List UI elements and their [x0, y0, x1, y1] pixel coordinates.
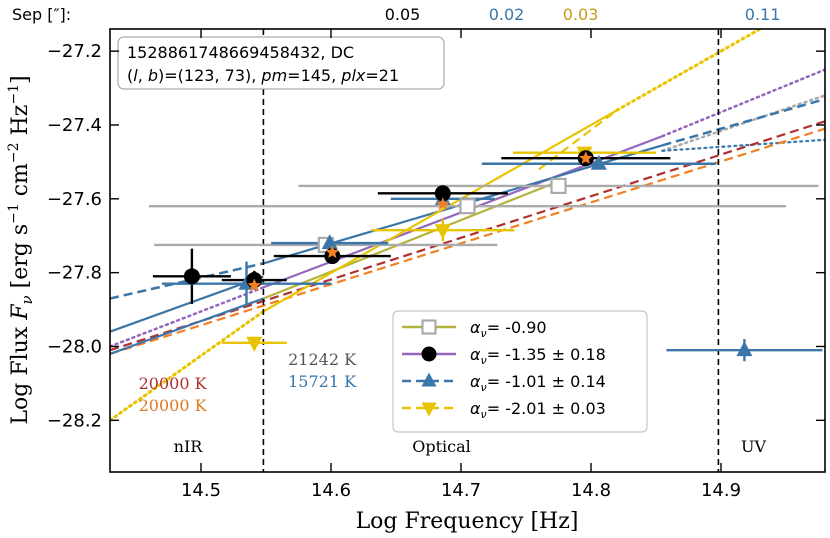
temperature-label-3: 21242 K [288, 350, 357, 369]
plot-frame [109, 28, 826, 473]
y-axis-ticks: −27.2 −27.4 −27.6 −27.8 −28.0 −28.2 [47, 41, 825, 431]
region-label-uv: UV [741, 437, 766, 456]
x-tick-label-2: 14.7 [441, 480, 481, 501]
info-box: 1528861748669458432, DC (l, b)=(123, 73)… [117, 36, 445, 90]
black-point-0 [183, 268, 200, 285]
fit-line-orange-dashed [110, 127, 825, 355]
region-label-optical: Optical [412, 437, 471, 456]
sep-value-1: 0.05 [385, 5, 421, 24]
fit-line-navy-fit [110, 275, 264, 333]
legend-label-blue: αν= -1.01 ± 0.14 [470, 372, 606, 394]
x-tick-label-3: 14.8 [571, 480, 611, 501]
fit-line-yellow-dotted-2 [615, 29, 764, 112]
temperature-label-2: 20000 K [139, 396, 208, 415]
legend-marker-gray [421, 319, 437, 335]
legend-label-yellow: αν= -2.01 ± 0.03 [470, 399, 606, 421]
fit-line-yellow-dashed [538, 109, 618, 171]
x-tick-label-4: 14.9 [701, 480, 741, 501]
legend-label-gray: αν= -0.90 [470, 318, 547, 340]
y-tick-label-5: −28.2 [47, 410, 102, 431]
region-labels: nIR Optical UV [174, 437, 767, 456]
temperature-labels: 20000 K 20000 K 21242 K 15721 K [139, 350, 357, 415]
yellow-point-1 [434, 224, 451, 240]
fit-line-yellow-dotted [110, 309, 265, 422]
x-tick-label-1: 14.6 [311, 480, 351, 501]
blue-point-1 [321, 234, 338, 250]
orange-star-point-1 [325, 245, 339, 258]
gray-point-1 [459, 198, 476, 215]
sep-label: Sep [″]: [12, 5, 71, 24]
info-line-2: (l, b)=(123, 73), pm=145, plx=21 [127, 66, 399, 85]
y-tick-label-3: −27.8 [47, 263, 102, 284]
legend-marker-blue [421, 372, 437, 387]
sep-value-3: 0.03 [563, 5, 599, 24]
fit-line-olive-fit [262, 182, 553, 300]
separation-labels: Sep [″]: 0.05 0.02 0.03 0.11 [12, 5, 780, 24]
y-tick-label-4: −28.0 [47, 336, 102, 357]
blue-point-4 [736, 341, 753, 357]
temperature-label-4: 15721 K [288, 372, 357, 391]
orange-star-point-2 [436, 197, 450, 210]
orange-star-point-3 [579, 151, 593, 164]
legend-frame [392, 310, 648, 433]
x-axis-ticks: 14.5 14.6 14.7 14.8 14.9 [181, 29, 741, 501]
x-axis-label: Log Frequency [Hz] [356, 509, 579, 534]
fit-line-purple-dotted [110, 286, 265, 348]
temperature-label-1: 20000 K [139, 374, 208, 393]
y-axis-label: Log Flux Fν [erg s−1 cm−2 Hz−1] [6, 75, 36, 424]
legend-marker-yellow [421, 402, 437, 417]
y-tick-label-1: −27.4 [47, 115, 102, 136]
legend-marker-black [421, 346, 437, 362]
legend-label-black: αν= -1.35 ± 0.18 [470, 345, 606, 367]
data-markers [183, 146, 753, 357]
sep-value-2: 0.02 [489, 5, 525, 24]
orange-star-point-0 [247, 278, 261, 292]
fit-line-navy-fit-2 [110, 297, 264, 355]
info-box-frame [117, 36, 445, 90]
legend: αν= -0.90 αν= -1.35 ± 0.18 αν= -1.01 ± 0.1… [392, 310, 648, 433]
blue-point-3 [590, 154, 607, 170]
fit-line-yellow-solid [262, 109, 618, 313]
sep-value-4: 0.11 [745, 5, 781, 24]
y-tick-label-2: −27.6 [47, 189, 102, 210]
x-tick-label-0: 14.5 [181, 480, 221, 501]
black-point-3 [434, 185, 451, 202]
fit-line-purple-dotted-2 [661, 68, 825, 138]
y-tick-label-0: −27.2 [47, 41, 102, 62]
info-line-1: 1528861748669458432, DC [127, 43, 354, 62]
gray-point-2 [550, 177, 567, 194]
fit-line-blue-dashed-2 [662, 97, 825, 147]
yellow-point-0 [246, 336, 263, 352]
region-label-nir: nIR [174, 437, 204, 456]
region-dividers [262, 29, 720, 472]
